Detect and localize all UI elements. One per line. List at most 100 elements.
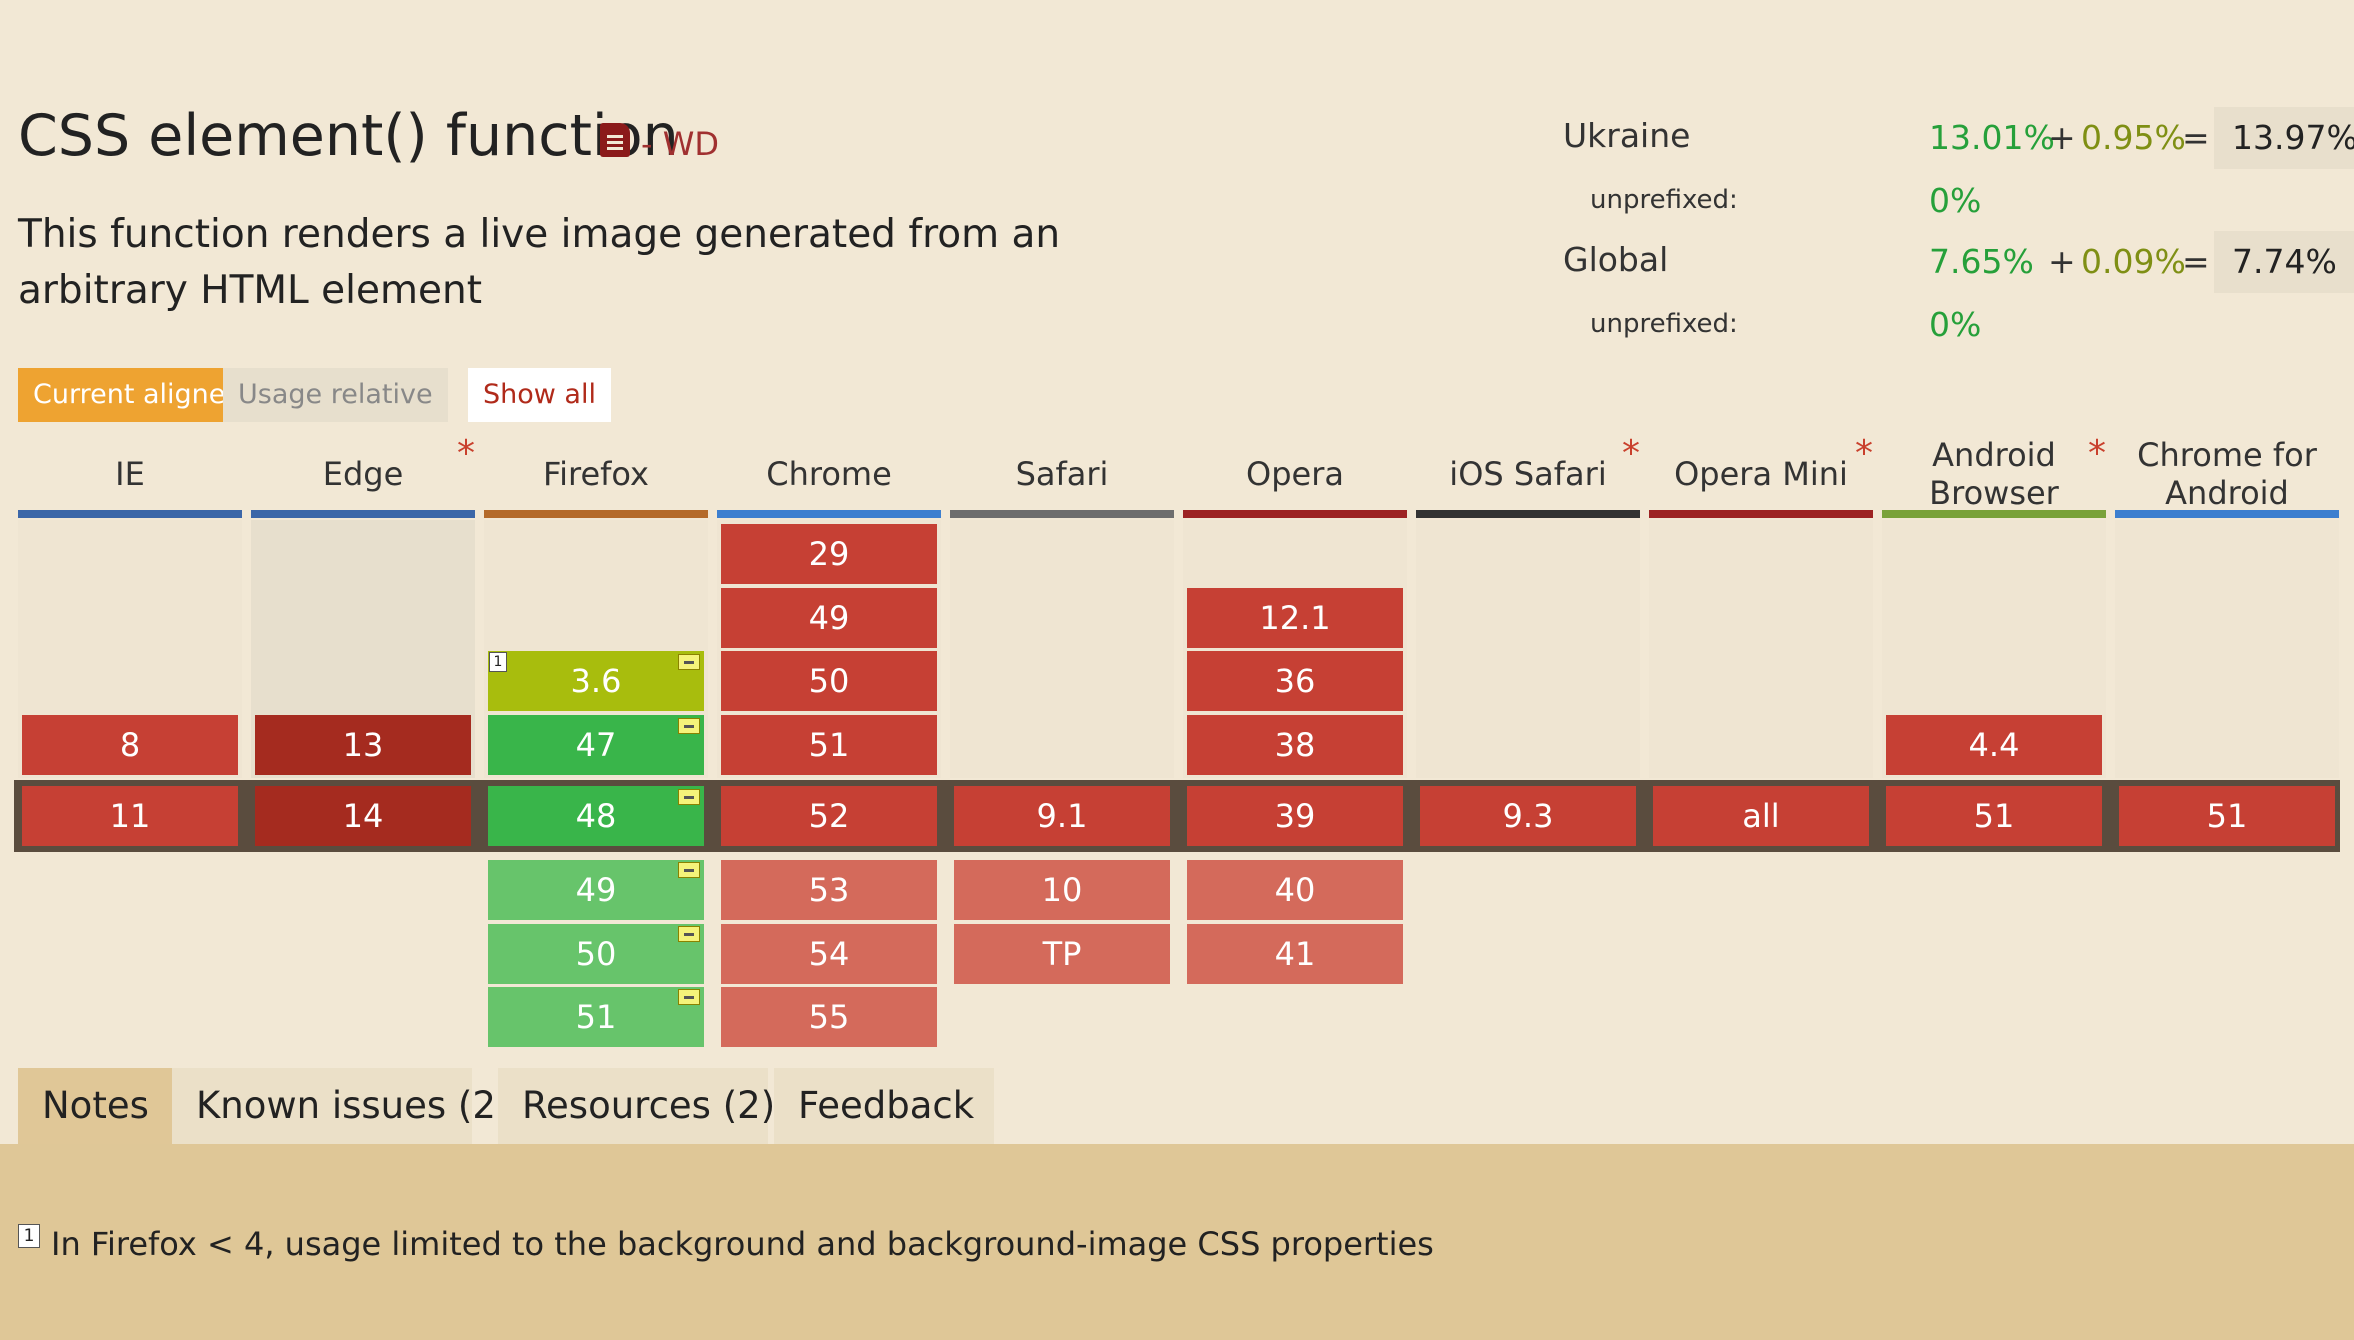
- notes-star-icon: *: [457, 433, 475, 474]
- note-text: In Firefox < 4, usage limited to the bac…: [51, 1225, 1434, 1263]
- column-bg-chrome-android: [2115, 520, 2339, 778]
- version-cell-firefox-51[interactable]: 51: [488, 987, 704, 1047]
- note-number-badge: 1: [18, 1224, 40, 1248]
- version-cell-firefox-3-6[interactable]: 3.6: [488, 651, 704, 711]
- version-cell-ios-9-3[interactable]: 9.3: [1420, 786, 1636, 846]
- ukraine-total: 13.97%: [2214, 107, 2354, 169]
- tab-known-issues[interactable]: Known issues (2): [172, 1068, 510, 1144]
- note-ref-badge: 1: [489, 652, 507, 672]
- ukraine-unprefixed-label: unprefixed:: [1590, 185, 1738, 215]
- ukraine-unprefixed: 0%: [1929, 181, 1982, 220]
- version-cell-opera-39[interactable]: 39: [1187, 786, 1403, 846]
- version-cell-chrome-54[interactable]: 54: [721, 924, 937, 984]
- browser-header-opera-mini[interactable]: Opera Mini: [1649, 432, 1873, 516]
- browser-header-chrome-android[interactable]: Chrome for Android: [2115, 432, 2339, 516]
- notes-star-icon: *: [1622, 433, 1640, 474]
- browser-bar-chrome-android: [2115, 510, 2339, 518]
- version-cell-android-4-4[interactable]: 4.4: [1886, 715, 2102, 775]
- browser-name: Edge: [322, 455, 404, 493]
- browser-name: Opera Mini: [1674, 455, 1848, 493]
- version-cell-chrome-53[interactable]: 53: [721, 860, 937, 920]
- browser-bar-edge: [251, 510, 475, 518]
- browser-header-edge[interactable]: Edge: [251, 432, 475, 516]
- page-title: CSS element() function: [18, 103, 679, 169]
- stat-label-ukraine: Ukraine: [1563, 116, 1691, 155]
- browser-header-firefox[interactable]: Firefox: [484, 432, 708, 516]
- version-cell-firefox-48[interactable]: 48: [488, 786, 704, 846]
- global-equals: =: [2182, 242, 2210, 281]
- version-cell-chrome-52[interactable]: 52: [721, 786, 937, 846]
- ukraine-supported: 13.01%: [1929, 118, 2055, 157]
- prefix-icon: [678, 926, 700, 942]
- version-cell-opera-mini-all[interactable]: all: [1653, 786, 1869, 846]
- notes-panel: [0, 1144, 2354, 1340]
- prefix-icon: [678, 718, 700, 734]
- browser-header-ios-safari[interactable]: iOS Safari: [1416, 432, 1640, 516]
- browser-bar-opera-mini: [1649, 510, 1873, 518]
- tab-resources[interactable]: Resources (2): [498, 1068, 775, 1144]
- spec-document-icon[interactable]: [600, 123, 630, 157]
- version-cell-chrome-49[interactable]: 49: [721, 588, 937, 648]
- prefix-icon: [678, 654, 700, 670]
- browser-bar-chrome: [717, 510, 941, 518]
- version-cell-opera-12-1[interactable]: 12.1: [1187, 588, 1403, 648]
- browser-header-safari[interactable]: Safari: [950, 432, 1174, 516]
- global-unprefixed: 0%: [1929, 305, 1982, 344]
- browser-bar-safari: [950, 510, 1174, 518]
- usage-relative-button[interactable]: Usage relative: [223, 368, 448, 422]
- version-cell-opera-36[interactable]: 36: [1187, 651, 1403, 711]
- version-cell-chrome-android-51[interactable]: 51: [2119, 786, 2335, 846]
- version-cell-android-51[interactable]: 51: [1886, 786, 2102, 846]
- version-cell-chrome-51[interactable]: 51: [721, 715, 937, 775]
- global-partial: 0.09%: [2081, 242, 2186, 281]
- column-bg-opera-mini: [1649, 520, 1873, 778]
- ukraine-partial: 0.95%: [2081, 118, 2186, 157]
- spec-status-link[interactable]: - WD: [641, 125, 719, 163]
- version-cell-chrome-50[interactable]: 50: [721, 651, 937, 711]
- version-cell-chrome-29[interactable]: 29: [721, 524, 937, 584]
- tab-feedback[interactable]: Feedback: [774, 1068, 994, 1144]
- browser-name: Android Browser: [1929, 436, 2059, 512]
- global-total: 7.74%: [2214, 231, 2354, 293]
- version-cell-ie-8[interactable]: 8: [22, 715, 238, 775]
- browser-bar-opera: [1183, 510, 1407, 518]
- browser-name: Safari: [1015, 455, 1109, 493]
- version-cell-chrome-55[interactable]: 55: [721, 987, 937, 1047]
- column-bg-safari: [950, 520, 1174, 778]
- prefix-icon: [678, 862, 700, 878]
- version-cell-opera-40[interactable]: 40: [1187, 860, 1403, 920]
- browser-name: Chrome for Android: [2137, 436, 2317, 512]
- version-cell-safari-tp[interactable]: TP: [954, 924, 1170, 984]
- browser-header-ie[interactable]: IE: [18, 432, 242, 516]
- browser-name: Firefox: [543, 455, 649, 493]
- browser-bar-ie: [18, 510, 242, 518]
- show-all-button[interactable]: Show all: [468, 368, 611, 422]
- browser-bar-firefox: [484, 510, 708, 518]
- browser-header-opera[interactable]: Opera: [1183, 432, 1407, 516]
- browser-header-chrome[interactable]: Chrome: [717, 432, 941, 516]
- version-cell-safari-9-1[interactable]: 9.1: [954, 786, 1170, 846]
- version-cell-opera-38[interactable]: 38: [1187, 715, 1403, 775]
- feature-description: This function renders a live image gener…: [18, 212, 1061, 313]
- version-cell-opera-41[interactable]: 41: [1187, 924, 1403, 984]
- browser-name: Opera: [1246, 455, 1344, 493]
- prefix-icon: [678, 989, 700, 1005]
- current-aligned-button[interactable]: Current aligned: [18, 368, 258, 422]
- browser-bar-ios-safari: [1416, 510, 1640, 518]
- browser-header-android-browser[interactable]: Android Browser: [1882, 432, 2106, 516]
- version-cell-firefox-47[interactable]: 47: [488, 715, 704, 775]
- version-cell-safari-10[interactable]: 10: [954, 860, 1170, 920]
- browser-bar-android-browser: [1882, 510, 2106, 518]
- current-version-row: 11 14 48 52 9.1 39 9.3 all 51 51: [14, 780, 2340, 852]
- version-cell-edge-13[interactable]: 13: [255, 715, 471, 775]
- version-cell-ie-11[interactable]: 11: [22, 786, 238, 846]
- notes-star-icon: *: [2088, 433, 2106, 474]
- version-cell-firefox-50[interactable]: 50: [488, 924, 704, 984]
- ukraine-equals: =: [2182, 118, 2210, 157]
- tab-notes[interactable]: Notes: [18, 1068, 175, 1144]
- version-cell-firefox-49[interactable]: 49: [488, 860, 704, 920]
- global-supported: 7.65%: [1929, 242, 2034, 281]
- version-cell-edge-14[interactable]: 14: [255, 786, 471, 846]
- column-bg-ios-safari: [1416, 520, 1640, 778]
- ukraine-plus: +: [2048, 118, 2076, 157]
